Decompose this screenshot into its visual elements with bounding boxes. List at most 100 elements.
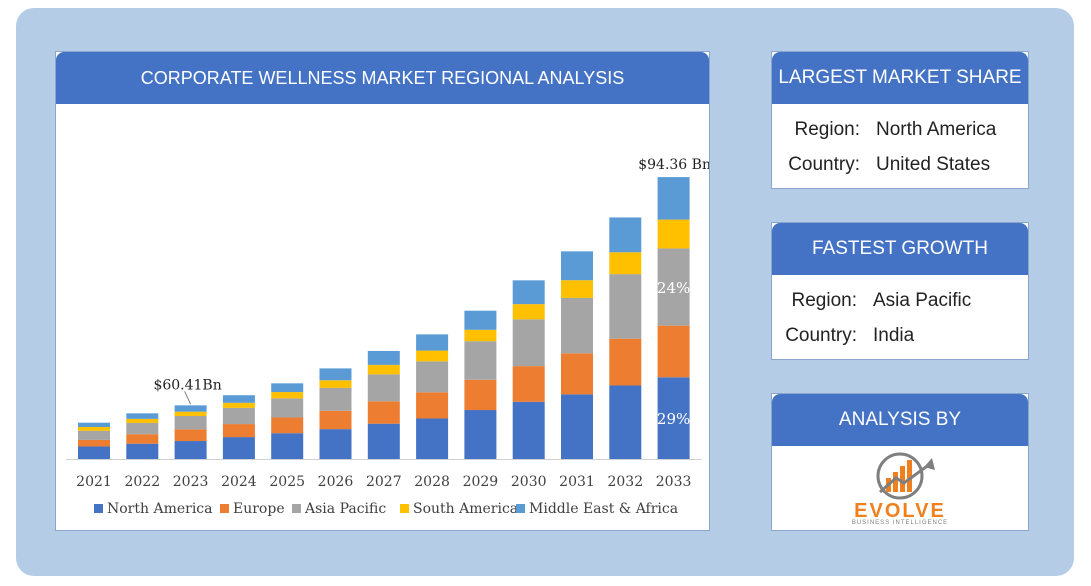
bar-segment-2024-europe bbox=[222, 424, 255, 438]
x-tick-label-2032: 2032 bbox=[607, 474, 643, 490]
country-label: Country: bbox=[785, 325, 857, 346]
stacked-bar-chart: 2021 2022 2023 2024 2025 2026 2027 2028 2029 2030… bbox=[66, 157, 709, 517]
bar-segment-2025-north-america bbox=[271, 433, 304, 459]
logo-tagline: BUSINESS INTELLIGENCE bbox=[851, 520, 949, 526]
bar-segment-2029-europe bbox=[464, 379, 497, 411]
largest-market-share-panel: LARGEST MARKET SHARE Region: North Ameri… bbox=[771, 51, 1029, 189]
bar-segment-2027-south-america bbox=[367, 364, 400, 375]
bar-segment-2030-asia-pacific bbox=[512, 319, 545, 367]
bar-segment-2028-middle-east-africa bbox=[416, 334, 449, 351]
bar-segment-2026-north-america bbox=[319, 429, 352, 459]
bar-segment-2022-north-america bbox=[126, 443, 159, 459]
bar-segment-2026-asia-pacific bbox=[319, 387, 352, 411]
bar-segment-2028-south-america bbox=[416, 350, 449, 362]
analysis-by-panel: ANALYSIS BY EVOLVE BUSINESS INTELLIGENCE bbox=[771, 393, 1029, 531]
bar-segment-2027-north-america bbox=[367, 423, 400, 459]
bar-segment-2027-middle-east-africa bbox=[367, 350, 400, 365]
bar-segment-2024-asia-pacific bbox=[222, 407, 255, 425]
region-label: Region: bbox=[794, 119, 861, 140]
x-tick-label-2031: 2031 bbox=[559, 474, 595, 490]
bar-segment-2033-north-america bbox=[657, 377, 690, 459]
legend-swatch-asia-pacific bbox=[292, 504, 301, 513]
bar-segment-2023-asia-pacific bbox=[174, 415, 207, 430]
legend-swatch-europe bbox=[220, 504, 229, 513]
x-tick-label-2027: 2027 bbox=[366, 474, 402, 490]
bar-segment-2030-north-america bbox=[512, 401, 545, 459]
logo-wordmark: EVOLVE bbox=[854, 500, 946, 522]
fastest-region-value: Asia Pacific bbox=[873, 290, 972, 311]
bar-segment-2024-north-america bbox=[222, 437, 255, 459]
bar-segment-2033-asia-pacific bbox=[657, 248, 690, 326]
x-tick-label-2025: 2025 bbox=[269, 474, 305, 490]
legend-label-middle-east-africa: Middle East & Africa bbox=[529, 501, 678, 517]
bar-segment-2033-south-america bbox=[657, 219, 690, 249]
data-label-2033-share: 24% bbox=[657, 279, 690, 297]
x-tick-label-2024: 2024 bbox=[221, 474, 257, 490]
bar-segment-2028-europe bbox=[416, 392, 449, 419]
bar-segment-2021-middle-east-africa bbox=[78, 422, 110, 427]
x-tick-label-2022: 2022 bbox=[124, 474, 160, 490]
largest-market-share-title: LARGEST MARKET SHARE bbox=[772, 52, 1028, 104]
largest-country-value: United States bbox=[876, 154, 991, 175]
region-label: Region: bbox=[791, 290, 858, 311]
x-tick-label-2028: 2028 bbox=[414, 474, 450, 490]
largest-region-value: North America bbox=[876, 119, 997, 140]
bar-segment-2025-south-america bbox=[271, 392, 304, 399]
bar-segment-2026-europe bbox=[319, 410, 352, 430]
x-tick-label-2026: 2026 bbox=[318, 474, 354, 490]
bar-segment-2027-europe bbox=[367, 401, 400, 424]
evolve-logo: EVOLVE BUSINESS INTELLIGENCE bbox=[772, 446, 1028, 530]
bar-segment-2033-europe bbox=[657, 325, 690, 378]
bar-segment-2032-asia-pacific bbox=[609, 274, 642, 339]
bar-segment-2023-north-america bbox=[174, 441, 207, 459]
bar-segment-2021-europe bbox=[78, 439, 110, 447]
data-label-total-2033: $94.36 Bn bbox=[638, 157, 709, 173]
bar-segment-2026-middle-east-africa bbox=[319, 368, 352, 381]
bar-segment-2029-asia-pacific bbox=[464, 341, 497, 380]
fastest-growth-panel: FASTEST GROWTH Region: Asia Pacific Coun… bbox=[771, 222, 1029, 360]
fastest-growth-title: FASTEST GROWTH bbox=[772, 223, 1028, 275]
legend-label-asia-pacific: Asia Pacific bbox=[304, 501, 386, 517]
bar-segment-2025-europe bbox=[271, 417, 304, 434]
bar-segment-2023-middle-east-africa bbox=[174, 405, 207, 412]
bar-segment-2027-asia-pacific bbox=[367, 374, 400, 402]
bar-segment-2025-asia-pacific bbox=[271, 398, 304, 418]
bar-segment-2031-north-america bbox=[561, 394, 593, 459]
bar-segment-2029-south-america bbox=[464, 329, 497, 342]
bar-segment-2022-europe bbox=[126, 434, 159, 444]
legend-label-europe: Europe bbox=[233, 501, 285, 517]
bar-segment-2024-middle-east-africa bbox=[222, 395, 255, 403]
country-label: Country: bbox=[788, 154, 860, 175]
bar-segment-2033-middle-east-africa bbox=[657, 177, 690, 220]
x-tick-label-2029: 2029 bbox=[463, 474, 499, 490]
chart-title: CORPORATE WELLNESS MARKET REGIONAL ANALY… bbox=[56, 52, 709, 104]
bar-segment-2031-asia-pacific bbox=[561, 297, 593, 354]
bar-segment-2029-middle-east-africa bbox=[464, 310, 497, 330]
bar-segment-2030-middle-east-africa bbox=[512, 280, 545, 305]
bar-segment-2024-south-america bbox=[222, 402, 255, 408]
bar-segment-2031-europe bbox=[561, 353, 593, 395]
x-tick-label-2021: 2021 bbox=[76, 474, 112, 490]
bar-segment-2022-south-america bbox=[126, 418, 159, 423]
bar-segment-2023-europe bbox=[174, 429, 207, 442]
bar-segment-2028-asia-pacific bbox=[416, 361, 449, 393]
bar-segment-2025-middle-east-africa bbox=[271, 383, 304, 393]
analysis-by-title: ANALYSIS BY bbox=[772, 394, 1028, 446]
bar-segment-2023-south-america bbox=[174, 411, 207, 416]
legend-swatch-north-america bbox=[94, 504, 103, 513]
legend-swatch-south-america bbox=[400, 504, 409, 513]
data-label-2033-share: 29% bbox=[657, 410, 690, 428]
chart-panel: CORPORATE WELLNESS MARKET REGIONAL ANALY… bbox=[55, 51, 710, 531]
bar-segment-2028-north-america bbox=[416, 418, 449, 459]
bar-segment-2031-middle-east-africa bbox=[561, 251, 593, 281]
growth-chart-icon bbox=[876, 452, 935, 500]
bar-segment-2032-south-america bbox=[609, 252, 642, 275]
bar-segment-2032-north-america bbox=[609, 385, 642, 459]
fastest-country-value: India bbox=[873, 325, 915, 346]
bar-segment-2030-europe bbox=[512, 366, 545, 402]
bar-segment-2029-north-america bbox=[464, 410, 497, 459]
x-tick-label-2030: 2030 bbox=[511, 474, 547, 490]
legend-swatch-middle-east-africa bbox=[516, 504, 525, 513]
bar-segment-2032-middle-east-africa bbox=[609, 217, 642, 253]
data-label-total-2023: $60.41Bn bbox=[153, 377, 221, 393]
